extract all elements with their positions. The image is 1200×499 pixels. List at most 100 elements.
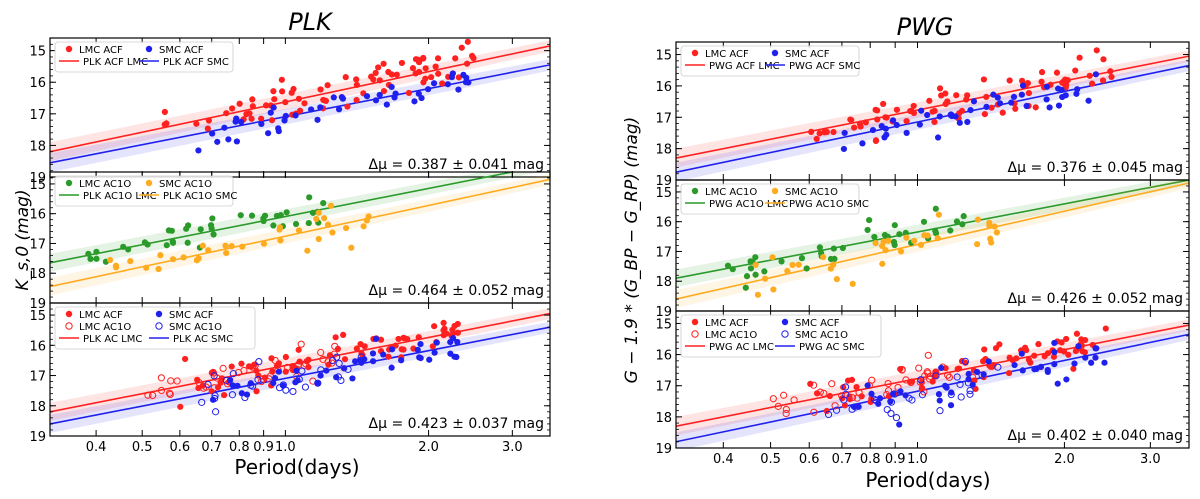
- legend-label: PLK AC LMC: [83, 334, 142, 345]
- data-point: [380, 87, 388, 95]
- data-point: [955, 365, 963, 372]
- y-tick-label: 18: [29, 267, 46, 282]
- legend-marker: [145, 45, 153, 53]
- data-point: [322, 97, 330, 105]
- fit-line-1: [50, 64, 550, 164]
- data-point: [223, 110, 230, 117]
- y-tick-label: 19: [29, 171, 46, 186]
- data-point: [238, 360, 245, 367]
- data-point: [296, 107, 304, 114]
- x-tick-label: 0.9: [253, 440, 274, 455]
- data-point: [898, 365, 906, 374]
- data-point: [233, 115, 240, 122]
- x-tick-label: 2.0: [418, 440, 439, 455]
- y-tick-label: 18: [655, 143, 672, 158]
- legend-label: LMC AC1O: [705, 187, 757, 198]
- legend-marker: [65, 310, 73, 318]
- data-point: [327, 202, 335, 209]
- data-point: [924, 232, 931, 239]
- data-point: [903, 129, 910, 136]
- data-point: [994, 363, 1002, 371]
- data-point: [1033, 365, 1040, 372]
- legend-box: [680, 314, 882, 358]
- data-point: [270, 104, 277, 111]
- data-point: [210, 384, 218, 392]
- data-point: [924, 351, 932, 359]
- data-point: [1071, 360, 1078, 367]
- data-point: [398, 346, 405, 353]
- data-point: [966, 386, 974, 395]
- x-tick-label: 0.6: [170, 440, 191, 455]
- data-point: [369, 358, 377, 365]
- data-point: [282, 99, 289, 106]
- data-point: [1051, 349, 1058, 356]
- chart0-panel-1: 15 16 17 18 19 Δμ = 0.464 ± 0.052 mag LMC AC1O…: [29, 171, 551, 312]
- fit-band-0: [676, 180, 1189, 288]
- data-point: [864, 382, 871, 389]
- data-point: [902, 392, 909, 399]
- data-point: [234, 382, 241, 389]
- data-point: [301, 383, 310, 391]
- data-point: [827, 265, 834, 272]
- data-point: [228, 242, 235, 250]
- data-point: [1074, 86, 1081, 93]
- delta-mu-annotation: Δμ = 0.376 ± 0.045 mag: [1008, 160, 1183, 176]
- data-point: [377, 336, 385, 343]
- data-point: [974, 241, 981, 248]
- data-point: [964, 92, 971, 99]
- data-point: [859, 140, 866, 147]
- data-point: [967, 107, 974, 114]
- data-point: [183, 225, 190, 232]
- data-point: [253, 388, 260, 395]
- data-point: [262, 102, 270, 109]
- data-point: [258, 120, 265, 128]
- data-point: [254, 376, 262, 384]
- data-point: [372, 97, 380, 104]
- data-point: [916, 121, 923, 128]
- data-point: [961, 357, 970, 365]
- data-point: [157, 252, 164, 259]
- data-point: [1018, 77, 1026, 84]
- data-point: [1005, 369, 1013, 377]
- data-point: [1072, 67, 1079, 74]
- data-point: [879, 260, 886, 267]
- data-point: [334, 373, 343, 381]
- data-point: [983, 93, 990, 101]
- data-point: [878, 242, 886, 250]
- data-point: [352, 358, 359, 365]
- data-point: [275, 368, 282, 375]
- y-tick-label: 16: [655, 216, 672, 231]
- data-point: [1092, 354, 1099, 361]
- data-point: [447, 350, 454, 357]
- data-point: [782, 409, 790, 418]
- data-point: [905, 394, 913, 402]
- fit-line-0: [50, 172, 517, 264]
- data-point: [306, 194, 313, 201]
- legend-label: SMC AC1O: [785, 187, 838, 198]
- legend-label: LMC AC1O: [79, 322, 131, 333]
- data-point: [177, 403, 184, 410]
- legend-label: PWG AC1O SMC: [789, 199, 869, 210]
- data-point: [248, 363, 257, 371]
- data-point: [161, 108, 168, 116]
- data-point: [393, 71, 400, 78]
- data-point: [87, 255, 94, 263]
- data-point: [851, 403, 860, 411]
- y-tick-label: 15: [655, 186, 672, 201]
- x-axis-label-pwg: Period(days): [865, 468, 990, 492]
- data-point: [808, 128, 815, 135]
- data-point: [907, 108, 914, 115]
- data-point: [1108, 73, 1115, 81]
- legend-label: LMC ACF: [79, 45, 123, 56]
- data-point: [433, 339, 440, 346]
- data-point: [204, 125, 211, 132]
- data-point: [929, 108, 936, 115]
- data-point: [981, 346, 988, 353]
- data-point: [1038, 78, 1045, 85]
- x-tick-label: 2.0: [1054, 452, 1075, 467]
- data-point: [774, 402, 782, 410]
- data-point: [828, 380, 836, 388]
- data-point: [448, 74, 455, 81]
- data-point: [956, 119, 963, 126]
- data-point: [302, 360, 310, 368]
